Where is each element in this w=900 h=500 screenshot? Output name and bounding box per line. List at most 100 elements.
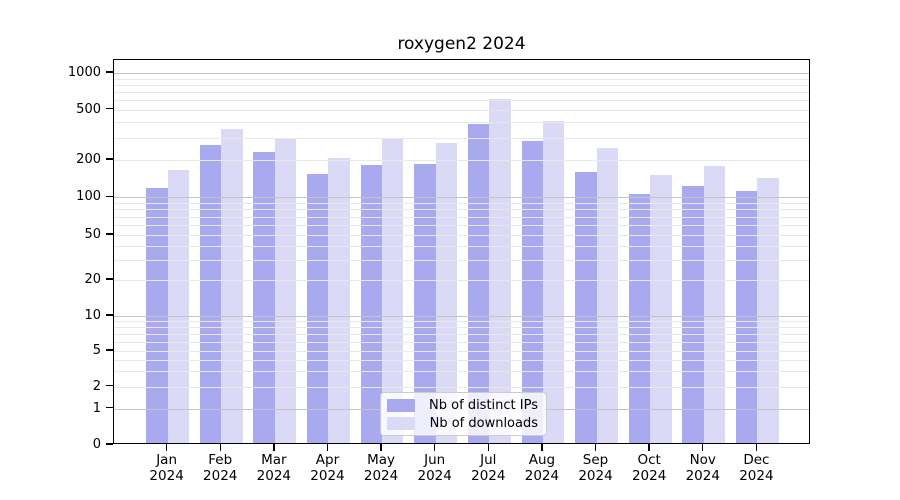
gridline-300 <box>114 137 809 139</box>
bar-ips-apr <box>307 173 329 443</box>
x-tick-label-mar: Mar 2024 <box>256 452 292 484</box>
gridline-100 <box>114 197 809 199</box>
legend: Nb of distinct IPs Nb of downloads <box>380 392 547 436</box>
gridline-6 <box>114 341 809 343</box>
gridline-200 <box>114 160 809 161</box>
y-tick-mark-50 <box>106 233 113 235</box>
legend-swatch-downloads <box>387 416 415 430</box>
y-tick-mark-2 <box>106 384 113 387</box>
gridline-4 <box>114 359 809 361</box>
bars-layer <box>114 60 809 443</box>
bar-ips-dec <box>735 191 758 443</box>
grid-layer <box>114 60 809 443</box>
gridline-700 <box>114 91 809 93</box>
bar-downloads-jan <box>167 170 189 443</box>
y-tick-mark-10 <box>106 314 113 316</box>
x-tick-label-feb: Feb 2024 <box>203 452 238 484</box>
bar-downloads-may <box>382 139 404 443</box>
bar-ips-may <box>360 164 383 443</box>
gridline-30 <box>114 260 809 262</box>
x-tick-mark-apr <box>326 444 329 451</box>
gridline-70 <box>114 216 809 218</box>
y-tick-label-500: 500 <box>76 101 101 117</box>
y-tick-label-10: 10 <box>84 308 101 323</box>
x-tick-label-jan: Jan 2024 <box>149 452 184 484</box>
gridline-900 <box>114 78 809 80</box>
gridline-90 <box>114 203 809 205</box>
chart-title: roxygen2 2024 <box>397 34 526 54</box>
gridline-80 <box>114 209 809 211</box>
y-tick-label-2: 2 <box>92 378 101 394</box>
y-tick-mark-500 <box>106 107 113 110</box>
gridline-20 <box>114 280 809 281</box>
y-tick-mark-20 <box>106 278 113 280</box>
y-tick-mark-5 <box>106 349 113 351</box>
bar-downloads-feb <box>221 129 243 443</box>
x-tick-mark-oct <box>648 444 650 451</box>
gridline-2 <box>114 386 809 388</box>
gridline-3 <box>114 370 809 372</box>
gridline-10 <box>114 316 809 317</box>
bar-downloads-aug <box>542 121 565 443</box>
gridline-8 <box>114 327 809 329</box>
y-tick-mark-1000 <box>106 71 113 73</box>
x-tick-label-jul: Jul 2024 <box>471 452 506 484</box>
x-tick-mark-dec <box>755 444 758 451</box>
bar-ips-mar <box>253 151 275 443</box>
y-tick-label-50: 50 <box>84 227 101 242</box>
y-tick-label-20: 20 <box>84 272 101 287</box>
x-tick-mark-may <box>380 444 382 451</box>
bar-ips-feb <box>199 145 222 443</box>
plot-area <box>113 59 810 444</box>
y-tick-label-1000: 1000 <box>67 65 101 80</box>
bar-downloads-jun <box>435 143 458 443</box>
gridline-40 <box>114 245 809 247</box>
x-tick-mark-jun <box>433 444 436 451</box>
x-tick-mark-mar <box>273 444 275 451</box>
x-tick-mark-nov <box>702 444 704 451</box>
x-tick-label-oct: Oct 2024 <box>631 452 667 484</box>
gridline-60 <box>114 225 809 227</box>
y-tick-label-100: 100 <box>76 189 101 205</box>
legend-label-downloads: Nb of downloads <box>429 415 538 431</box>
bar-downloads-sep <box>596 147 618 443</box>
gridline-50 <box>114 235 809 236</box>
legend-row-ips: Nb of distinct IPs <box>387 398 538 413</box>
bar-downloads-oct <box>650 174 672 443</box>
x-tick-label-jun: Jun 2024 <box>417 452 452 484</box>
gridline-600 <box>114 99 809 101</box>
x-tick-mark-feb <box>219 444 221 451</box>
y-tick-label-0: 0 <box>92 437 101 452</box>
x-tick-mark-jan <box>165 444 168 451</box>
legend-swatch-ips <box>387 398 415 412</box>
bar-ips-nov <box>682 186 704 443</box>
x-tick-label-aug: Aug 2024 <box>524 452 560 484</box>
x-tick-label-may: May 2024 <box>363 452 399 484</box>
gridline-500 <box>114 109 809 111</box>
bar-downloads-jul <box>489 98 511 443</box>
x-tick-label-dec: Dec 2024 <box>739 452 774 484</box>
x-tick-label-sep: Sep 2024 <box>578 452 613 484</box>
legend-label-ips: Nb of distinct IPs <box>429 397 538 413</box>
bar-ips-jul <box>467 124 490 443</box>
gridline-400 <box>114 121 809 123</box>
bar-ips-sep <box>575 172 597 443</box>
bar-ips-jan <box>146 188 168 443</box>
x-tick-mark-sep <box>594 444 597 451</box>
x-tick-label-nov: Nov 2024 <box>685 452 720 484</box>
y-tick-label-200: 200 <box>76 152 101 167</box>
legend-row-downloads: Nb of downloads <box>387 416 538 431</box>
x-tick-mark-aug <box>541 444 543 451</box>
y-tick-label-5: 5 <box>92 343 101 358</box>
y-tick-mark-1 <box>106 406 113 409</box>
gridline-9 <box>114 321 809 323</box>
y-tick-mark-0 <box>106 443 113 445</box>
bar-downloads-mar <box>274 138 297 443</box>
gridline-800 <box>114 84 809 86</box>
gridline-7 <box>114 334 809 335</box>
bar-ips-jun <box>414 163 436 443</box>
y-tick-label-1: 1 <box>92 400 101 416</box>
bar-ips-oct <box>628 193 651 443</box>
gridline-5 <box>114 351 809 352</box>
bar-ips-aug <box>521 141 543 443</box>
